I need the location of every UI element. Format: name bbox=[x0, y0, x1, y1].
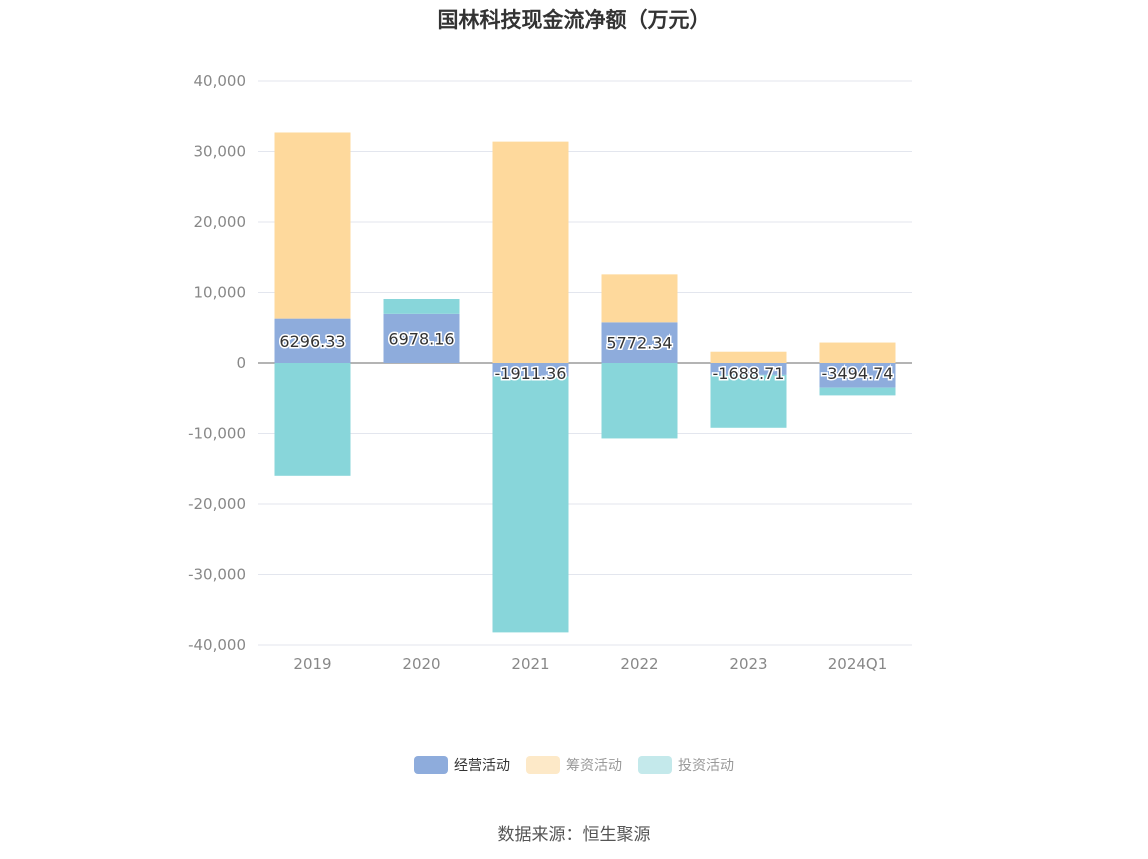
chart-title: 国林科技现金流净额（万元） bbox=[437, 8, 711, 32]
bar-2023-series-2[interactable] bbox=[710, 374, 787, 428]
legend-item-investing[interactable]: 投资活动 bbox=[638, 755, 734, 775]
y-tick-label: 40,000 bbox=[194, 72, 247, 90]
y-tick-label: 10,000 bbox=[194, 284, 247, 302]
bar-2021-series-2[interactable] bbox=[492, 376, 569, 633]
grid bbox=[258, 80, 912, 646]
legend-swatch-operating bbox=[414, 756, 448, 774]
x-axis: 2019 2020 2021 2022 2023 2024Q1 bbox=[293, 655, 887, 673]
x-tick-label: 2021 bbox=[511, 655, 549, 673]
data-source: 数据来源：恒生聚源 bbox=[497, 825, 651, 845]
legend-label-operating: 经营活动 bbox=[454, 758, 510, 774]
bar-2022-series-2[interactable] bbox=[601, 363, 678, 439]
data-label-operating: -3494.74 bbox=[822, 364, 894, 383]
y-axis: 40,000 30,000 20,000 10,000 0 -10,000 -20,000 -… bbox=[188, 72, 246, 654]
cashflow-chart: 40,000 30,000 20,000 10,000 0 -10,000 -20,000 -… bbox=[188, 72, 912, 673]
y-tick-label: -40,000 bbox=[188, 636, 246, 654]
legend: 经营活动 筹资活动 投资活动 bbox=[0, 755, 1148, 775]
y-tick-label: 30,000 bbox=[194, 143, 247, 161]
legend-label-financing: 筹资活动 bbox=[566, 758, 622, 774]
y-tick-label: 0 bbox=[236, 354, 246, 372]
data-labels: 6296.33 6978.16 -1911.36 5772.34 -1688.71 -34… bbox=[278, 328, 895, 385]
y-tick-label: 20,000 bbox=[194, 213, 247, 231]
x-tick-label: 2024Q1 bbox=[828, 655, 888, 673]
data-label-operating: -1911.36 bbox=[495, 364, 567, 383]
bar-2024Q1-series-0[interactable] bbox=[819, 363, 896, 388]
bar-2024Q1-series-2[interactable] bbox=[819, 387, 896, 396]
legend-swatch-financing bbox=[526, 756, 560, 774]
data-label-operating: -1688.71 bbox=[713, 364, 785, 383]
bar-2020-series-0[interactable] bbox=[383, 313, 460, 363]
y-tick-label: -10,000 bbox=[188, 425, 246, 443]
bar-2019-series-1[interactable] bbox=[274, 132, 351, 319]
data-label-operating: 6978.16 bbox=[388, 329, 454, 348]
y-tick-label: -30,000 bbox=[188, 566, 246, 584]
bar-2023-series-1[interactable] bbox=[710, 351, 787, 363]
bar-2019-series-2[interactable] bbox=[274, 363, 351, 476]
legend-item-financing[interactable]: 筹资活动 bbox=[526, 755, 622, 775]
x-tick-label: 2020 bbox=[402, 655, 440, 673]
bar-2021-series-1[interactable] bbox=[492, 141, 569, 363]
bar-2022-series-1[interactable] bbox=[601, 274, 678, 323]
y-tick-label: -20,000 bbox=[188, 495, 246, 513]
bar-2022-series-0[interactable] bbox=[601, 322, 678, 363]
legend-swatch-investing bbox=[638, 756, 672, 774]
data-label-operating: 5772.34 bbox=[606, 334, 672, 353]
bar-2021-series-0[interactable] bbox=[492, 363, 569, 377]
legend-label-investing: 投资活动 bbox=[678, 758, 734, 774]
bars bbox=[274, 132, 896, 633]
data-label-operating: 6296.33 bbox=[279, 332, 345, 351]
x-tick-label: 2019 bbox=[293, 655, 331, 673]
bar-2020-series-2[interactable] bbox=[383, 298, 460, 314]
legend-item-operating[interactable]: 经营活动 bbox=[414, 755, 510, 775]
x-tick-label: 2022 bbox=[620, 655, 658, 673]
bar-2024Q1-series-1[interactable] bbox=[819, 342, 896, 363]
x-tick-label: 2023 bbox=[729, 655, 767, 673]
bar-2019-series-0[interactable] bbox=[274, 318, 351, 363]
bar-2023-series-0[interactable] bbox=[710, 363, 787, 375]
